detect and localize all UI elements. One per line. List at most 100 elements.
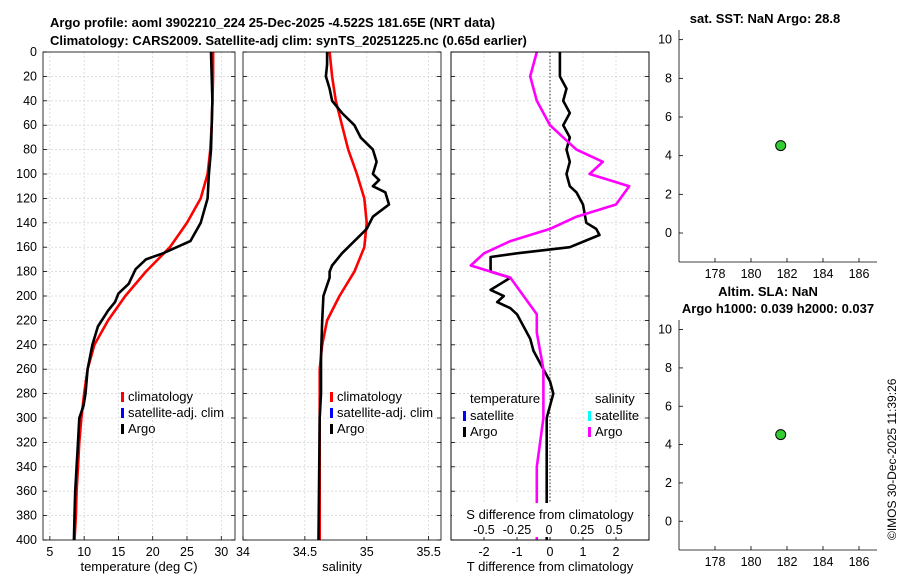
sst-ytick-label: 8 <box>665 71 672 85</box>
difference-xtick-label: 1 <box>580 545 587 559</box>
depth-tick-label: 20 <box>23 69 37 83</box>
sst-ytick-label: 0 <box>665 226 672 240</box>
depth-tick-label: 320 <box>16 435 37 449</box>
sst-title: sat. SST: NaN Argo: 28.8 <box>690 11 841 26</box>
temperature-xtick-label: 20 <box>146 545 160 559</box>
sst-map-panel: sat. SST: NaN Argo: 28.8 178 180 182 184 186… <box>658 11 877 281</box>
sst-xtick-label: 184 <box>813 267 834 281</box>
sla-xtick-label: 178 <box>705 555 726 569</box>
sla-ytick-label: 6 <box>665 399 672 413</box>
temperature-panel: 5 10 15 20 25 30 temperature (deg C) 0 20 40 60 80 1… <box>16 45 236 574</box>
temperature-legend-swatch <box>121 424 124 434</box>
difference-s-tick-label: -0.25 <box>503 523 532 537</box>
salinity-frame <box>242 51 442 541</box>
temperature-xlabel: temperature (deg C) <box>80 559 197 574</box>
depth-tick-label: 120 <box>16 191 37 205</box>
sla-title-line-1: Altim. SLA: NaN <box>718 284 818 299</box>
difference-legend-salinity-label: satellite <box>595 408 639 423</box>
depth-tick-label: 300 <box>16 411 37 425</box>
difference-s-axis-background <box>452 503 648 537</box>
depth-tick-label: 160 <box>16 240 37 254</box>
difference-legend-temperature-label: satellite <box>470 408 514 423</box>
difference-s-axis-label: S difference from climatology <box>466 507 634 522</box>
salinity-panel: 34 34.5 35 35.5 salinity climatologysatellite… <box>236 51 442 574</box>
sst-profile-location-marker <box>775 140 787 152</box>
sst-xtick-label: 180 <box>741 267 762 281</box>
salinity-xtick-label: 34.5 <box>293 545 317 559</box>
temperature-legend-label: Argo <box>128 421 155 436</box>
salinity-legend-label: satellite-adj. clim <box>337 405 433 420</box>
depth-tick-label: 0 <box>30 45 37 59</box>
salinity-xtick-label: 35.5 <box>416 545 440 559</box>
difference-legend-salinity-title: salinity <box>595 391 635 406</box>
difference-legend-salinity-swatch <box>588 411 591 421</box>
difference-frame-top <box>450 51 650 541</box>
sst-ytick-label: 10 <box>658 33 672 47</box>
temperature-xtick-label: 25 <box>180 545 194 559</box>
temperature-legend-swatch <box>121 392 124 402</box>
sla-title-line-2: Argo h1000: 0.039 h2000: 0.037 <box>682 301 874 316</box>
depth-tick-label: 360 <box>16 484 37 498</box>
salinity-xlabel: salinity <box>322 559 362 574</box>
difference-xtick-label: 2 <box>613 545 620 559</box>
sla-xtick-label: 184 <box>813 555 834 569</box>
depth-tick-label: 140 <box>16 216 37 230</box>
depth-tick-label: 260 <box>16 362 37 376</box>
sla-ytick-label: 8 <box>665 361 672 375</box>
sla-ytick-label: 4 <box>665 438 672 452</box>
sst-ytick-label: 4 <box>665 149 672 163</box>
salinity-xtick-label: 35 <box>360 545 374 559</box>
temperature-xtick-label: 10 <box>77 545 91 559</box>
depth-tick-label: 340 <box>16 460 37 474</box>
temperature-xtick-label: 15 <box>111 545 125 559</box>
depth-tick-label: 180 <box>16 265 37 279</box>
sst-ytick-label: 6 <box>665 110 672 124</box>
sst-xtick-label: 182 <box>777 267 798 281</box>
temperature-legend-label: climatology <box>128 389 194 404</box>
depth-tick-label: 240 <box>16 338 37 352</box>
salinity-legend-label: Argo <box>337 421 364 436</box>
salinity-legend-label: climatology <box>337 389 403 404</box>
difference-s-tick-label: -0.5 <box>473 523 495 537</box>
salinity-series-argo <box>317 52 391 541</box>
depth-tick-label: 400 <box>16 533 37 547</box>
sla-xtick-label: 182 <box>777 555 798 569</box>
difference-s-tick-label: 0.5 <box>605 523 622 537</box>
header-line-1: Argo profile: aoml 3902210_224 25-Dec-20… <box>50 15 495 30</box>
difference-legend-temperature-swatch <box>463 427 466 437</box>
difference-xtick-label: -2 <box>478 545 489 559</box>
sla-xtick-label: 180 <box>741 555 762 569</box>
difference-s-tick-label: 0 <box>546 523 553 537</box>
temperature-xtick-label: 5 <box>46 545 53 559</box>
depth-tick-label: 60 <box>23 118 37 132</box>
sla-ytick-label: 10 <box>658 323 672 337</box>
sst-ytick-label: 2 <box>665 187 672 201</box>
sst-xtick-label: 178 <box>705 267 726 281</box>
difference-xlabel: T difference from climatology <box>467 559 634 574</box>
depth-tick-label: 100 <box>16 167 37 181</box>
depth-tick-label: 220 <box>16 313 37 327</box>
depth-tick-label: 200 <box>16 289 37 303</box>
sla-xtick-label: 186 <box>849 555 870 569</box>
timestamp-stamp: ©IMOS 30-Dec-2025 11:39:26 <box>885 378 899 540</box>
salinity-legend-swatch <box>330 408 333 418</box>
depth-tick-label: 380 <box>16 509 37 523</box>
salinity-legend-swatch <box>330 392 333 402</box>
temperature-xtick-label: 30 <box>214 545 228 559</box>
depth-tick-label: 80 <box>23 143 37 157</box>
sla-ytick-label: 2 <box>665 476 672 490</box>
difference-xtick-label: 0 <box>547 545 554 559</box>
difference-legend-salinity-label: Argo <box>595 424 622 439</box>
difference-legend-temperature-title: temperature <box>470 391 540 406</box>
difference-xtick-label: -1 <box>511 545 522 559</box>
depth-tick-label: 280 <box>16 387 37 401</box>
temperature-series-argo <box>72 51 214 541</box>
difference-series-salinity-argo <box>469 51 631 540</box>
temperature-legend-swatch <box>121 408 124 418</box>
salinity-xtick-label: 34 <box>236 545 250 559</box>
sla-map-panel: Altim. SLA: NaN Argo h1000: 0.039 h2000:… <box>658 284 877 569</box>
temperature-legend-label: satellite-adj. clim <box>128 405 224 420</box>
depth-tick-label: 40 <box>23 94 37 108</box>
sst-xtick-label: 186 <box>849 267 870 281</box>
